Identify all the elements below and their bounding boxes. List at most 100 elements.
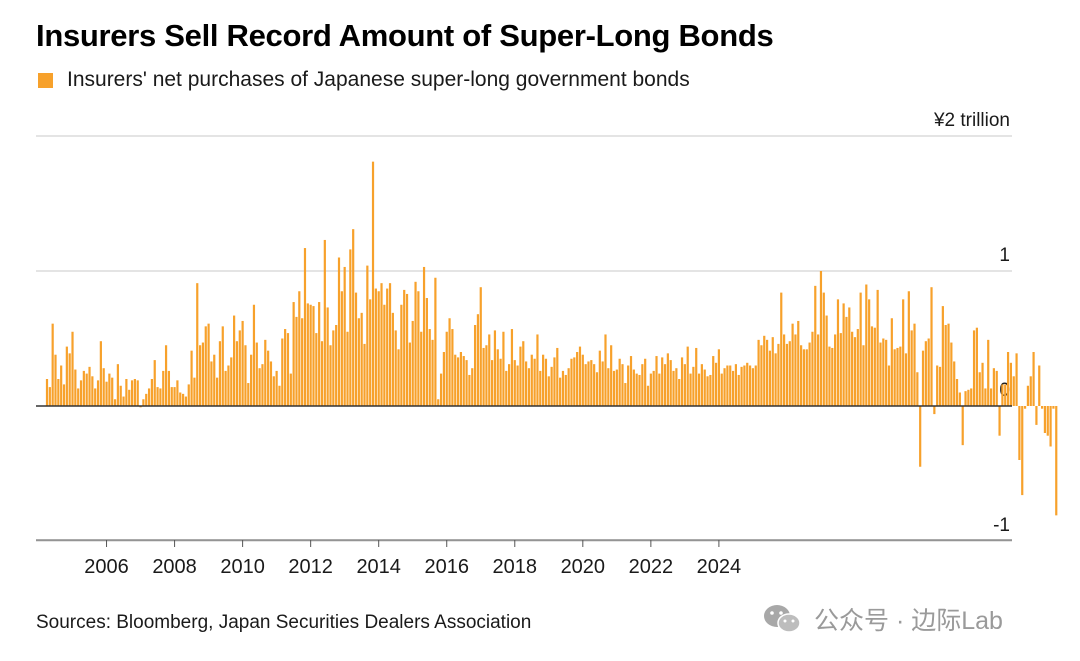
bar-2018-07 [530, 354, 533, 406]
bar-2015-10 [437, 399, 440, 406]
bar-2013-02 [346, 331, 349, 406]
bar-2016-11 [473, 325, 477, 406]
bar-2018-11 [542, 354, 545, 406]
bar-2006-09 [128, 389, 131, 406]
bar-2019-06 [561, 370, 565, 406]
bar-2018-09 [536, 334, 539, 406]
bar-2011-09 [298, 291, 301, 406]
bar-2031-07 [972, 330, 976, 406]
bar-2008-03 [179, 392, 182, 406]
bar-2032-10 [1015, 353, 1018, 406]
bar-2007-10 [164, 345, 168, 406]
source-note: Sources: Bloomberg, Japan Securities Dea… [36, 612, 532, 633]
bar-2015-02 [414, 281, 417, 406]
bar-2012-01 [309, 304, 312, 406]
bar-2017-02 [482, 347, 485, 406]
bar-2020-03 [587, 361, 590, 406]
bar-2007-07 [156, 387, 159, 406]
bar-2030-07 [938, 366, 942, 406]
bar-2016-05 [456, 357, 460, 406]
bar-2019-08 [567, 368, 570, 406]
bar-2005-06 [85, 373, 88, 406]
bar-2007-05 [150, 379, 153, 406]
bar-2024-09 [740, 366, 743, 406]
bar-2022-01 [649, 373, 652, 406]
bar-2020-09 [604, 334, 607, 406]
bar-2020-08 [601, 361, 604, 406]
bar-2009-05 [218, 341, 222, 406]
bar-2011-12 [306, 303, 309, 406]
bar-2019-11 [576, 352, 579, 406]
bar-2022-04 [658, 373, 661, 406]
bar-2006-12 [136, 380, 139, 406]
legend-swatch [38, 72, 53, 88]
bar-2018-08 [533, 358, 536, 406]
gridlines [36, 135, 1012, 542]
bar-2032-04 [998, 406, 1001, 436]
bar-2027-06 [834, 334, 837, 406]
bar-2029-11 [916, 372, 919, 406]
bar-2009-04 [216, 377, 219, 406]
bar-2010-10 [267, 350, 270, 406]
bar-2024-06 [731, 370, 735, 406]
bar-2005-01 [71, 331, 74, 406]
bar-2030-01 [921, 350, 925, 406]
bar-2024-08 [737, 374, 740, 406]
bar-2021-11 [644, 358, 647, 406]
bar-2031-10 [981, 362, 984, 406]
bar-2006-03 [111, 377, 114, 406]
bar-2010-11 [269, 361, 273, 406]
bar-2020-10 [607, 368, 610, 406]
bar-2031-06 [970, 388, 973, 406]
bar-2012-09 [332, 330, 335, 406]
bar-2006-01 [105, 381, 108, 406]
bar-2032-06 [1004, 384, 1007, 406]
bar-2006-11 [133, 379, 136, 406]
bar-2006-05 [116, 364, 119, 406]
bar-2008-07 [190, 350, 193, 406]
bar-2021-07 [632, 369, 635, 406]
bar-2021-12 [646, 385, 650, 406]
bar-2025-12 [783, 334, 786, 406]
bar-2025-07 [768, 350, 772, 406]
bar-2012-05 [320, 341, 324, 406]
bar-2013-12 [374, 288, 377, 406]
bar-2005-07 [88, 366, 91, 406]
bar-2006-06 [119, 385, 122, 406]
bar-2017-12 [510, 329, 514, 406]
bar-2004-06 [51, 323, 54, 406]
bar-2024-07 [734, 364, 737, 406]
bar-2025-08 [771, 337, 774, 406]
bar-2031-12 [987, 339, 990, 406]
bar-chart: ¥2 trillion10-1 200620082010201220142016… [36, 110, 1058, 578]
bar-2014-03 [383, 304, 386, 406]
bar-2029-08 [907, 291, 910, 406]
bar-2005-12 [102, 368, 105, 406]
bar-2033-11 [1052, 406, 1055, 409]
x-tick-label: 2012 [288, 556, 333, 578]
bar-2017-07 [496, 349, 499, 406]
bar-2005-04 [79, 380, 83, 406]
bar-2033-06 [1038, 365, 1041, 406]
bar-2004-10 [62, 384, 66, 406]
bar-2008-10 [198, 345, 202, 406]
bar-2027-03 [825, 315, 828, 406]
bar-2026-03 [791, 323, 794, 406]
bar-2031-04 [964, 391, 967, 406]
bar-2017-10 [505, 370, 508, 406]
bar-2011-08 [295, 316, 298, 406]
bar-2020-11 [610, 345, 613, 406]
watermark-text: 公众号 · 边际Lab [814, 607, 1003, 635]
bar-2026-07 [802, 349, 806, 406]
bar-2026-11 [814, 285, 817, 406]
bar-2020-12 [612, 370, 616, 406]
bar-2014-04 [386, 288, 389, 406]
bar-2020-02 [584, 364, 587, 406]
bar-2008-05 [184, 396, 188, 406]
bar-2012-12 [340, 291, 343, 406]
legend: Insurers' net purchases of Japanese supe… [38, 68, 690, 92]
bar-2018-10 [539, 370, 542, 406]
bar-2025-11 [780, 292, 783, 406]
bar-2016-06 [459, 352, 463, 406]
bar-2028-09 [876, 289, 879, 406]
